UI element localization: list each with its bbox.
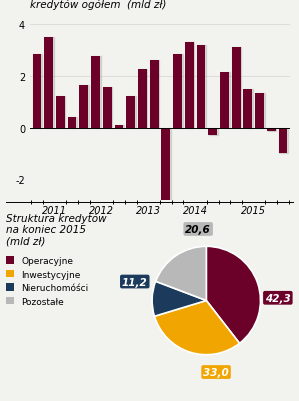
Bar [185,43,194,128]
Bar [243,89,252,128]
Bar [279,128,288,154]
Wedge shape [152,282,206,316]
Bar [115,126,123,128]
Bar [268,128,276,132]
Bar [197,46,206,128]
Bar [162,128,171,200]
Text: 33,0: 33,0 [203,367,229,377]
Bar [186,43,194,128]
Text: 20,6: 20,6 [185,225,211,234]
Bar [244,89,253,128]
Wedge shape [156,247,206,301]
Bar [173,55,182,128]
Bar [232,48,241,128]
Bar [127,97,136,128]
Bar [256,93,265,128]
Bar [150,61,159,128]
Bar [139,70,147,128]
Text: 42,3: 42,3 [265,293,291,303]
Bar [33,55,42,128]
Bar [150,61,158,128]
Bar [57,97,65,128]
Bar [138,70,147,128]
Bar [68,118,77,128]
Bar [92,57,101,128]
Text: Kwartalna skorygowana zmiana stanu
kredytów ogółem  (mld zł): Kwartalna skorygowana zmiana stanu kredy… [30,0,228,10]
Bar [221,73,230,128]
Bar [68,118,77,128]
Bar [255,93,264,128]
Bar [45,38,54,128]
Text: Struktura kredytów
na koniec 2015
(mld zł): Struktura kredytów na koniec 2015 (mld z… [6,213,107,246]
Bar [103,88,112,128]
Legend: Operacyjne, Inwestycyjne, Nieruchomóści, Pozostałe: Operacyjne, Inwestycyjne, Nieruchomóści,… [6,257,89,306]
Bar [80,85,89,128]
Bar [279,128,287,154]
Bar [267,128,276,132]
Bar [33,55,41,128]
Text: 11,2: 11,2 [122,277,148,287]
Bar [196,46,205,128]
Bar [209,128,218,136]
Bar [44,38,53,128]
Bar [115,126,124,128]
Bar [103,88,112,128]
Bar [232,48,240,128]
Bar [80,85,88,128]
Bar [208,128,217,136]
Bar [220,73,229,128]
Wedge shape [206,247,260,343]
Wedge shape [155,301,239,355]
Bar [126,97,135,128]
Bar [161,128,170,200]
Bar [174,55,183,128]
Bar [91,57,100,128]
Bar [56,97,65,128]
